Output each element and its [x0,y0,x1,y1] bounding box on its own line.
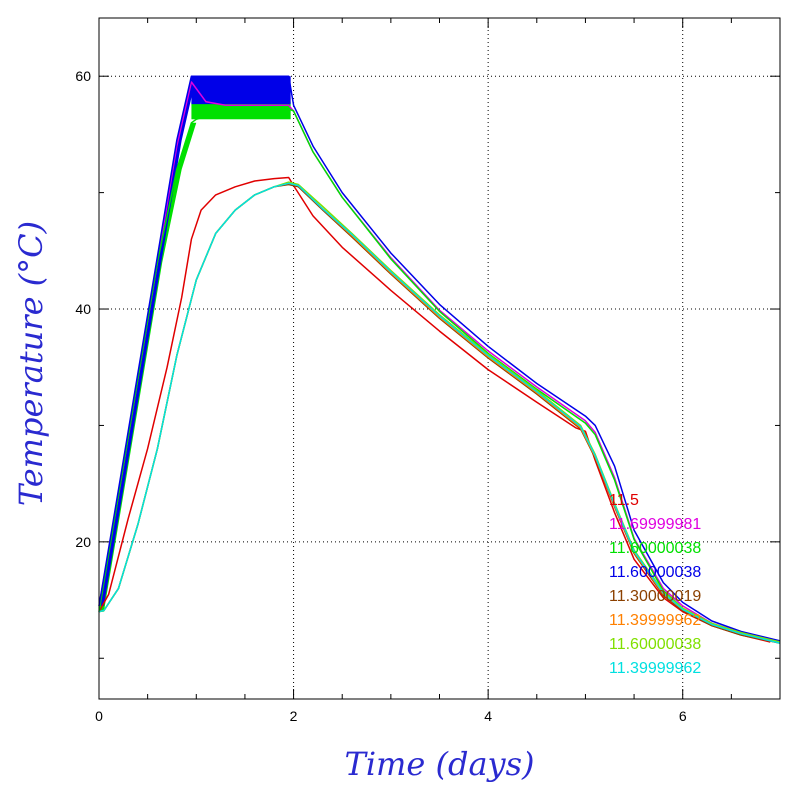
blue-plateau-band [191,76,291,105]
x-tick-label: 4 [484,708,492,724]
oscillation-bands [99,76,291,612]
x-tick-label: 6 [679,708,687,724]
y-tick-label: 20 [75,534,91,550]
y-axis-title: Temperature (°C) [12,221,50,506]
series-line-4 [98,75,781,642]
legend: 11.5 11.69999981 11.60000038 11.60000038 11.… [609,492,701,677]
legend-entry: 11.60000038 [609,564,701,581]
y-tick-label: 40 [75,301,91,317]
legend-entry: 11.30000019 [609,588,701,605]
legend-entry: 11.5 [609,492,639,509]
legend-entry: 11.39999962 [609,660,701,677]
x-axis-title: Time (days) [344,745,534,783]
tick-labels: 0 2 4 6 20 40 60 [75,68,686,724]
series-line-1 [98,176,771,643]
x-tick-label: 2 [290,708,298,724]
series-line-2 [98,81,781,643]
series-line-3 [98,108,781,644]
series-lines [98,75,781,644]
axis-ticks [98,18,780,699]
blue-ramp-band [99,76,197,606]
x-tick-label: 0 [95,708,103,724]
legend-entry: 11.39999962 [609,612,701,629]
series-line-8 [98,182,781,644]
y-tick-label: 60 [75,68,91,84]
legend-entry: 11.60000038 [609,540,701,557]
legend-entry: 11.60000038 [609,636,701,653]
legend-entry: 11.69999981 [609,516,701,533]
